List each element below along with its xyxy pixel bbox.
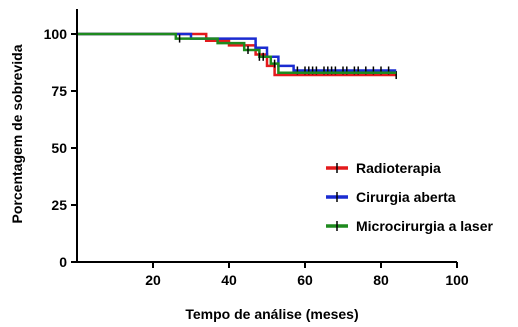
legend: Radioterapia Cirurgia aberta Microcirurgia… <box>326 160 494 234</box>
ticks: 20 40 60 80 100 0 25 50 75 100 <box>44 26 469 288</box>
x-tick-label: 100 <box>445 272 469 288</box>
x-tick-label: 80 <box>373 272 389 288</box>
x-axis-title: Tempo de análise (meses) <box>185 306 358 322</box>
axes <box>76 9 457 263</box>
legend-label-1: Radioterapia <box>356 160 441 176</box>
legend-label-2: Cirurgia aberta <box>356 189 456 205</box>
series-line-3 <box>77 32 397 75</box>
plot-area <box>77 32 397 80</box>
legend-label-3: Microcirurgia a laser <box>356 218 494 234</box>
y-tick-label: 0 <box>59 254 67 270</box>
x-tick-label: 40 <box>221 272 237 288</box>
y-tick-label: 100 <box>44 26 68 42</box>
y-tick-label: 25 <box>51 197 67 213</box>
x-tick-label: 60 <box>297 272 313 288</box>
x-tick-label: 20 <box>145 272 161 288</box>
y-tick-label: 50 <box>51 140 67 156</box>
series-line-1 <box>77 32 397 77</box>
series-line-2 <box>77 32 397 72</box>
y-tick-label: 75 <box>51 83 67 99</box>
y-axis-title: Porcentagem de sobrevida <box>9 44 25 223</box>
